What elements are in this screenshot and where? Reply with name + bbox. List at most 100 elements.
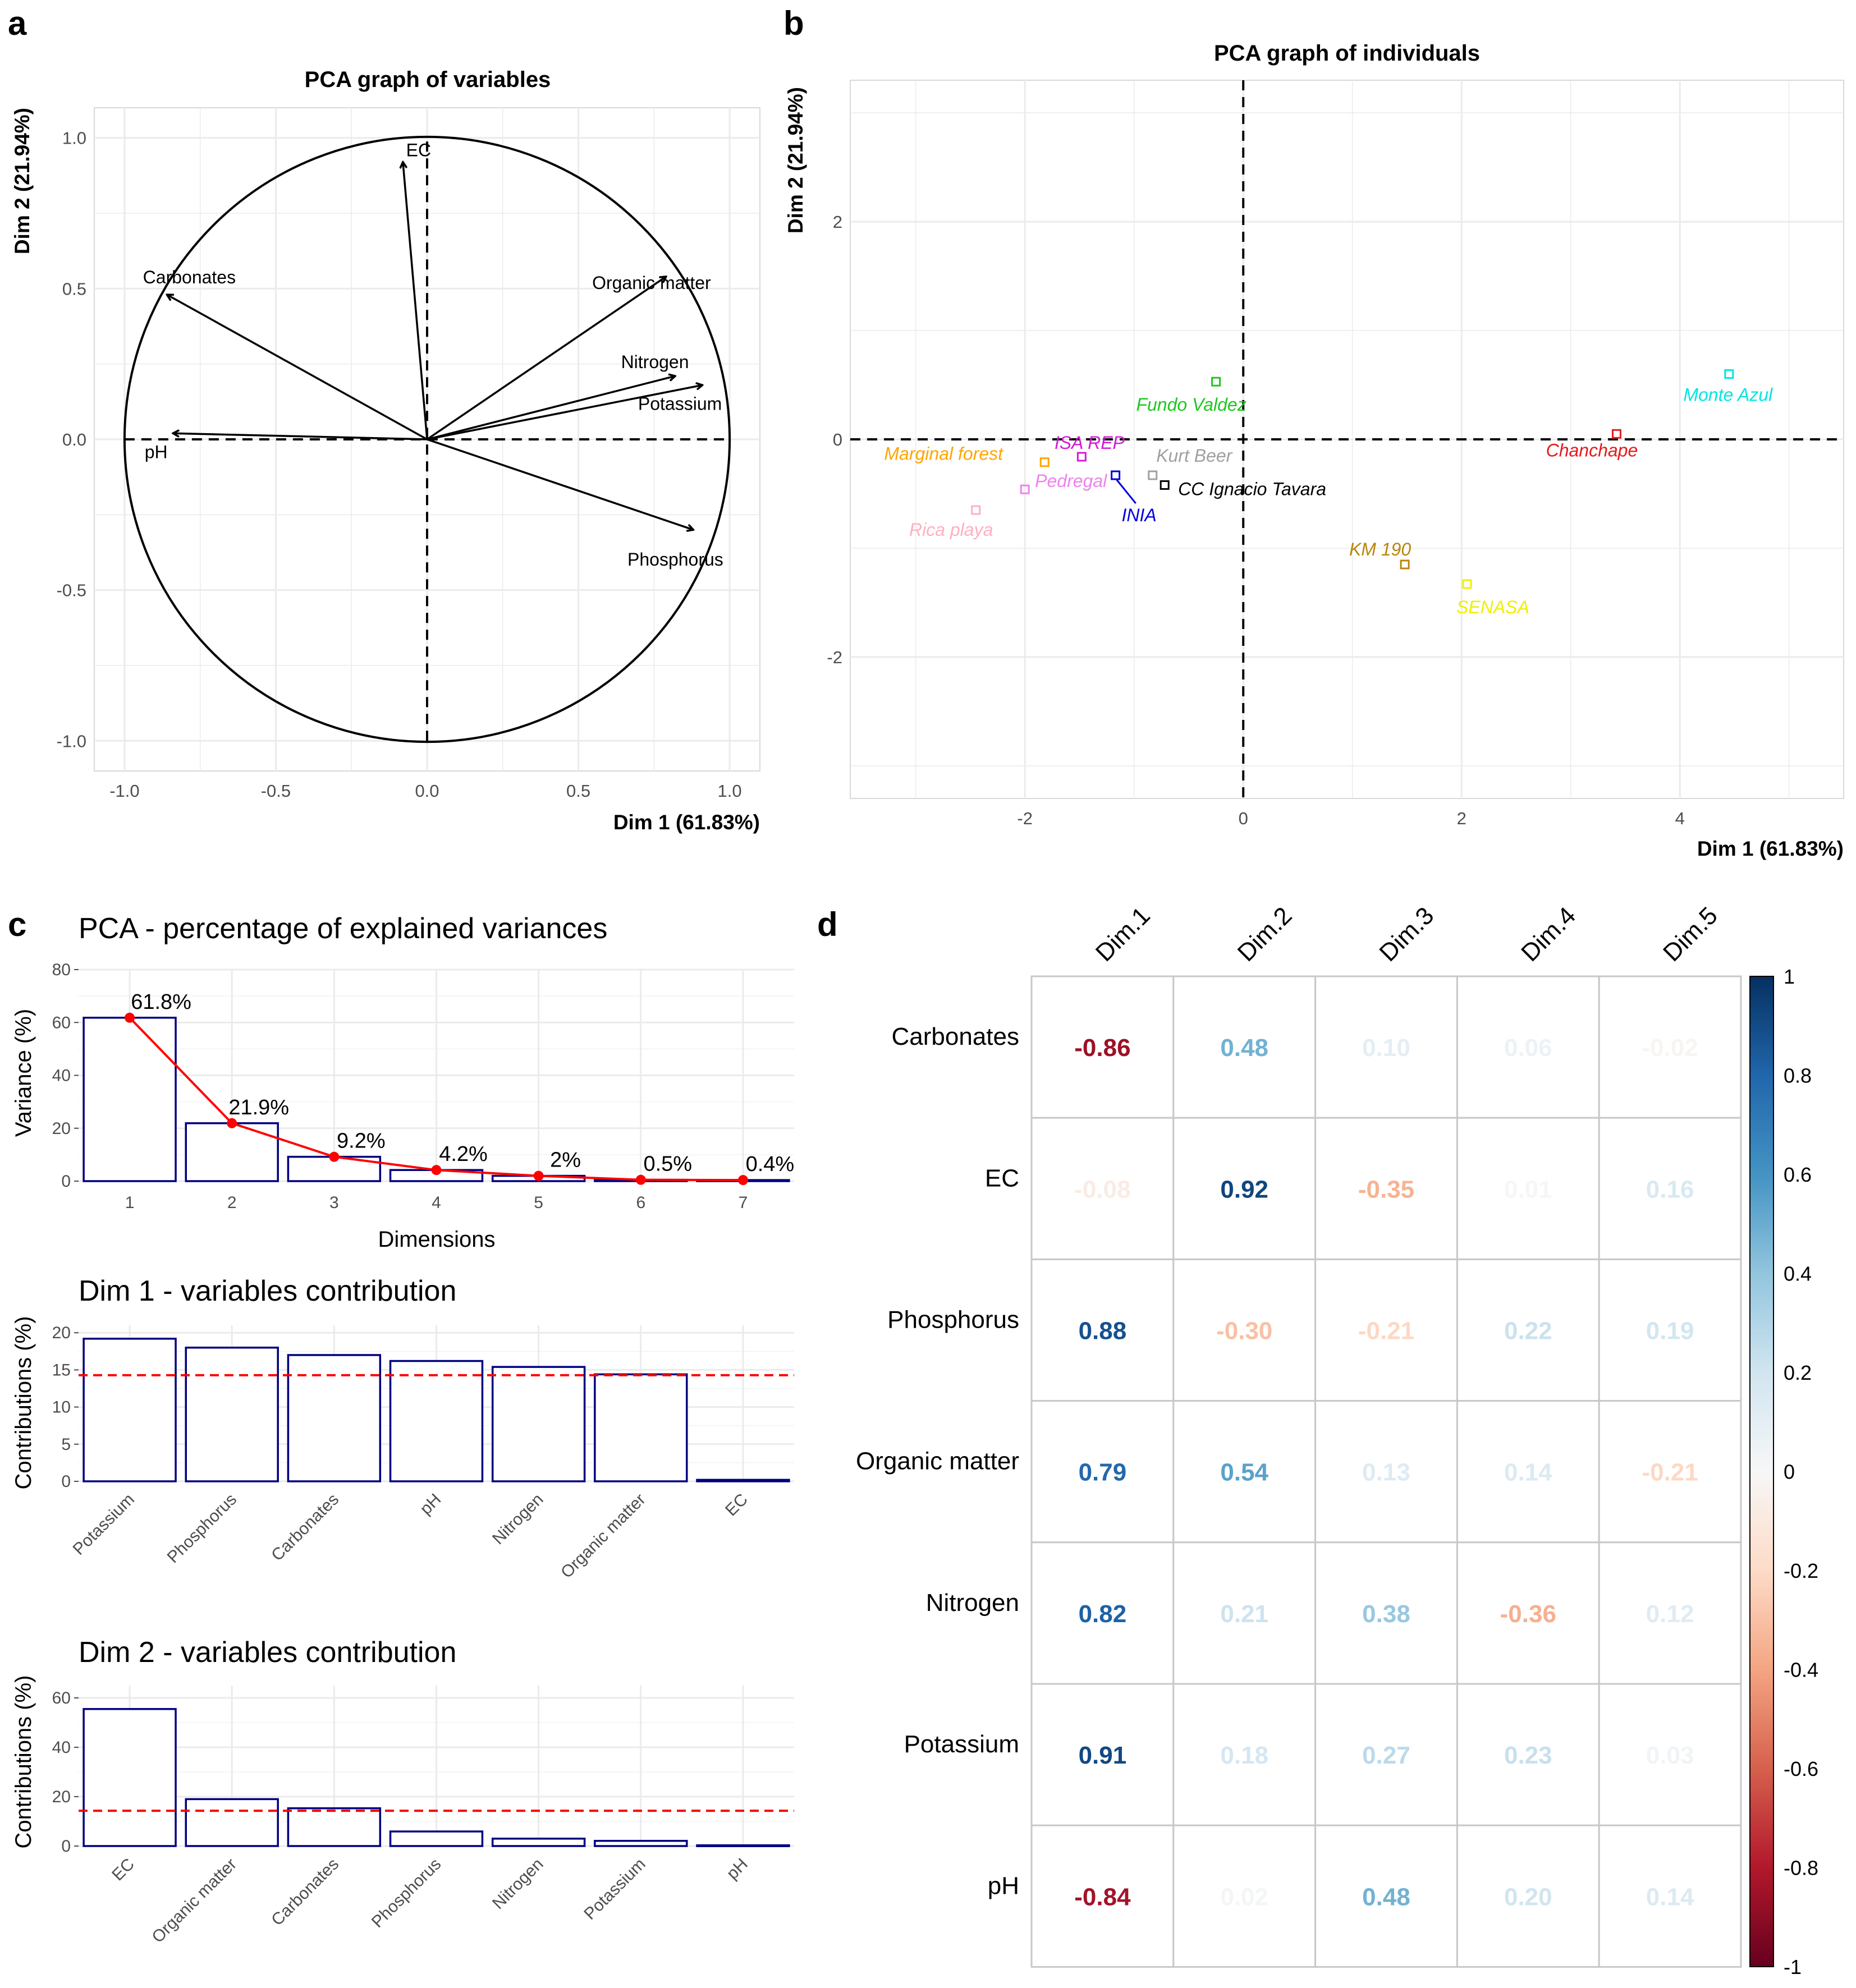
arrow-potassium xyxy=(427,385,703,440)
y-tick-label: 60 xyxy=(52,1689,71,1707)
variance-point xyxy=(125,1012,135,1023)
row-label-organic-matter: Organic matter xyxy=(856,1448,1019,1475)
heatmap-cell xyxy=(1030,1683,1175,1826)
variance-y-axis-label: Variance (%) xyxy=(11,1009,36,1137)
x-tick-label: -1.0 xyxy=(109,781,139,801)
heatmap-value: 0.91 xyxy=(1079,1742,1127,1769)
colorbar-tick-label: -1 xyxy=(1784,1955,1802,1978)
point-senasa xyxy=(1462,579,1472,589)
arrow-ph xyxy=(173,433,428,440)
heatmap-value: 0.12 xyxy=(1646,1600,1694,1628)
x-tick-label-ec: EC xyxy=(108,1855,138,1885)
heatmap-value: 0.06 xyxy=(1504,1034,1552,1062)
arrow-nitrogen xyxy=(427,376,675,440)
y-tick-label: 0 xyxy=(61,1172,71,1191)
x-tick-label-nitrogen: Nitrogen xyxy=(489,1490,547,1549)
x-tick-label: 0 xyxy=(1239,809,1248,828)
x-axis-label-a: Dim 1 (61.83%) xyxy=(613,811,760,834)
bar-nitrogen xyxy=(491,1838,586,1847)
y-tick-label: 80 xyxy=(52,961,71,979)
heatmap-cell xyxy=(1598,1824,1742,1968)
heatmap-value: 0.82 xyxy=(1079,1600,1127,1628)
bar-2 xyxy=(185,1122,279,1182)
heatmap-cell xyxy=(1030,1117,1175,1260)
colorbar-tick-label: 0 xyxy=(1784,1461,1795,1484)
y-tick-label: 10 xyxy=(52,1398,71,1417)
y-tick-label: 1.0 xyxy=(62,128,86,148)
bar-ec xyxy=(696,1479,790,1482)
x-tick-label: 7 xyxy=(739,1193,748,1212)
y-tick-label: 0 xyxy=(833,430,842,449)
heatmap-cell xyxy=(1030,1400,1175,1544)
point-label-chanchape: Chanchape xyxy=(1546,440,1638,460)
pca-variables-title: PCA graph of variables xyxy=(305,67,551,92)
heatmap-cell xyxy=(1598,1117,1742,1260)
x-tick-label: 6 xyxy=(636,1193,645,1212)
heatmap-value: 0.03 xyxy=(1646,1742,1694,1769)
row-label-nitrogen: Nitrogen xyxy=(926,1589,1019,1617)
colorbar-tick-label: 0.6 xyxy=(1784,1163,1812,1186)
x-tick-label: 1.0 xyxy=(718,781,742,801)
heatmap-cell xyxy=(1598,1400,1742,1544)
correlation-heatmap: -0.86 0.48 0.10 0.06 -0.02 -0.08 0.92 -0.35 0.01… xyxy=(856,902,1818,1978)
heatmap-value: 0.48 xyxy=(1220,1034,1268,1062)
heatmap-value: -0.86 xyxy=(1074,1034,1130,1062)
data-label: 4.2% xyxy=(439,1142,488,1166)
colorbar-tick-label: -0.4 xyxy=(1784,1659,1818,1682)
heatmap-cell xyxy=(1314,1683,1458,1826)
heatmap-value: 0.14 xyxy=(1504,1459,1552,1486)
y-tick-label: 0.0 xyxy=(62,430,86,449)
heatmap-cell xyxy=(1172,1683,1317,1826)
bar-ph xyxy=(389,1360,484,1482)
heatmap-value: 0.18 xyxy=(1220,1742,1268,1769)
colorbar-tick-label: -0.2 xyxy=(1784,1559,1818,1582)
data-label: 0.4% xyxy=(746,1153,795,1176)
colorbar-tick-label: -0.6 xyxy=(1784,1757,1818,1780)
heatmap-cell xyxy=(1598,1258,1742,1402)
heatmap-value: -0.35 xyxy=(1358,1176,1414,1203)
point-label-monte-azul: Monte Azul xyxy=(1683,385,1773,405)
data-label: 9.2% xyxy=(337,1130,386,1153)
x-tick-label-organic-matter: Organic matter xyxy=(557,1490,649,1582)
heatmap-value: 0.14 xyxy=(1646,1883,1694,1911)
heatmap-value: 0.19 xyxy=(1646,1317,1694,1345)
arrow-ec xyxy=(403,162,428,440)
row-label-carbonates: Carbonates xyxy=(892,1023,1019,1050)
heatmap-value: 0.10 xyxy=(1362,1034,1410,1062)
point-label-marginal-forest: Marginal forest xyxy=(884,444,1003,464)
y-tick-label: 5 xyxy=(61,1435,71,1454)
x-tick-label: 2 xyxy=(1457,809,1467,828)
heatmap-value: 0.23 xyxy=(1504,1742,1552,1769)
x-tick-label-ph: pH xyxy=(723,1855,751,1883)
arrow-label-potassium: Potassium xyxy=(638,393,722,414)
heatmap-cell xyxy=(1314,1117,1458,1260)
point-label-rica-playa: Rica playa xyxy=(909,520,993,540)
panel-letter-a: a xyxy=(8,4,27,42)
variance-point xyxy=(431,1165,442,1176)
row-label-ph: pH xyxy=(988,1872,1019,1899)
point-inia xyxy=(1111,470,1121,480)
heatmap-value: 0.79 xyxy=(1079,1459,1127,1486)
dim1-contribution-title: Dim 1 - variables contribution xyxy=(79,1275,456,1307)
x-tick-label-potassium: Potassium xyxy=(70,1490,138,1559)
bar-carbonates xyxy=(287,1807,382,1847)
x-tick-label: -0.5 xyxy=(261,781,291,801)
pca-variables-plot: PCA graph of variables -1.0 -0.5 0.0 0.5 1.0… xyxy=(11,67,760,834)
bar-carbonates xyxy=(287,1354,382,1482)
x-tick-label-carbonates: Carbonates xyxy=(268,1490,342,1565)
column-label-dim-5: Dim.5 xyxy=(1658,902,1723,967)
heatmap-value: -0.21 xyxy=(1642,1459,1698,1486)
x-tick-label: 0.5 xyxy=(566,781,590,801)
variance-point xyxy=(737,1175,748,1186)
y-tick-label: -1.0 xyxy=(57,731,86,751)
bar-phosphorus xyxy=(389,1830,484,1847)
point-label-inia: INIA xyxy=(1122,505,1157,525)
point-marginal-forest xyxy=(1039,457,1050,467)
y-axis-label-b: Dim 2 (21.94%) xyxy=(784,87,807,233)
dim2-y-axis-label: Contributions (%) xyxy=(11,1675,36,1848)
y-tick-label: 15 xyxy=(52,1361,71,1379)
bar-organic-matter xyxy=(594,1373,688,1482)
x-tick-label: 1 xyxy=(125,1193,135,1212)
heatmap-cell xyxy=(1172,1400,1317,1544)
heatmap-value: 0.16 xyxy=(1646,1176,1694,1203)
